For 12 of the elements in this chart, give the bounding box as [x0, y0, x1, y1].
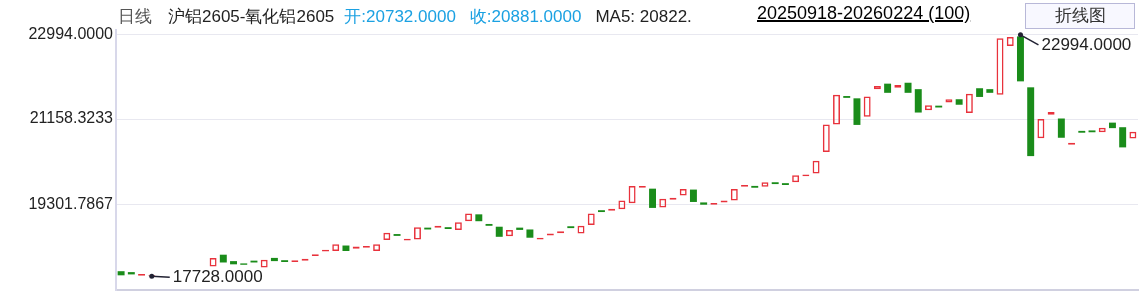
text: 开:20732.0000 [344, 6, 456, 28]
text: 收:20881.0000 [469, 6, 582, 28]
annotation: 17728.0000 [172, 267, 263, 287]
y-tick-label: 22994.0000 [28, 25, 114, 43]
y-tick-label: 21158.3233 [29, 109, 114, 127]
chart-subtitle: 沪铝2605-氧化铝2605 [168, 6, 335, 28]
text: 折线图 [1025, 3, 1135, 29]
annotation: 22994.0000 [1041, 34, 1132, 54]
text: MA5: 20822. [595, 6, 692, 27]
y-tick-label: 19301.7867 [28, 194, 114, 212]
text: 20250918-20260224 (100) [757, 3, 971, 24]
chart-title: 日线 [118, 6, 152, 28]
